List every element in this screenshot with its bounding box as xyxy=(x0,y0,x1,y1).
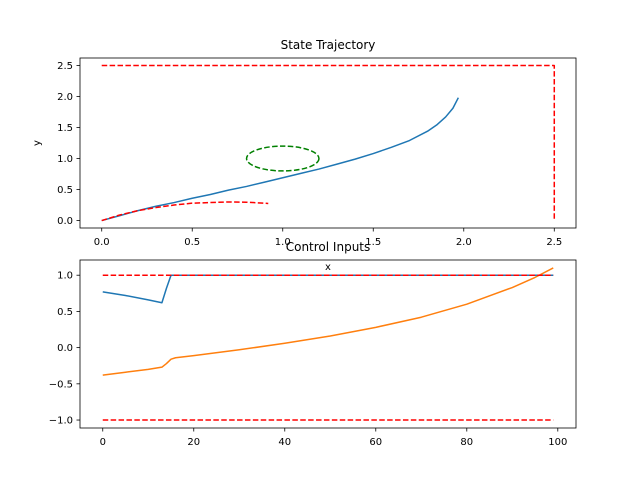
state-trajectory-axes: 0.0 0.5 1.0 1.5 2.0 2.5 0.0 0.5 1.0 1.5 2.0 2.5 Sta… xyxy=(32,38,577,273)
control-inputs-xtick-label: 40 xyxy=(278,437,291,448)
state-trajectory-ytick-label: 0.5 xyxy=(57,185,73,196)
state-trajectory-xlabel: x xyxy=(325,262,331,273)
control-inputs-ytick-label: −1.0 xyxy=(49,416,73,427)
state-trajectory-ticks: 0.0 0.5 1.0 1.5 2.0 2.5 0.0 0.5 1.0 1.5 2.0 2.5 xyxy=(57,61,562,248)
control-inputs-xtick-label: 20 xyxy=(187,437,200,448)
control-inputs-xtick-label: 80 xyxy=(460,437,473,448)
state-trajectory-ytick-label: 2.5 xyxy=(57,61,73,72)
control-inputs-plot-area xyxy=(102,267,554,421)
control-inputs-series-1-line xyxy=(102,267,554,376)
control-inputs-ytick-label: 1.0 xyxy=(57,271,73,282)
control-inputs-axes: 0 20 40 60 80 100 −1.0 −0.5 0.0 0.5 1.0 xyxy=(49,259,577,448)
state-trajectory-series-0-line xyxy=(101,97,460,222)
state-trajectory-xtick-label: 1.5 xyxy=(365,237,381,248)
state-trajectory-ytick-label: 1.5 xyxy=(57,123,73,134)
state-trajectory-ytick-label: 0.0 xyxy=(57,216,73,227)
state-trajectory-xtick-label: 2.5 xyxy=(546,237,562,248)
state-trajectory-obstacle-circle xyxy=(245,145,320,172)
state-trajectory-xtick-label: 0.5 xyxy=(184,237,200,248)
state-trajectory-ytick-label: 1.0 xyxy=(57,154,73,165)
control-inputs-ytick-label: 0.0 xyxy=(57,343,73,354)
state-trajectory-title: State Trajectory xyxy=(281,38,376,52)
state-trajectory-xtick-label: 0.0 xyxy=(94,237,110,248)
control-inputs-ytick-label: 0.5 xyxy=(57,307,73,318)
state-trajectory-series-2-line xyxy=(101,64,556,221)
control-inputs-title: Control Inputs xyxy=(286,240,371,254)
state-trajectory-frame xyxy=(79,57,577,229)
control-inputs-frame xyxy=(79,259,577,429)
state-trajectory-ylabel: y xyxy=(32,140,43,146)
control-inputs-xtick-label: 60 xyxy=(369,437,382,448)
control-inputs-ticks: 0 20 40 60 80 100 −1.0 −0.5 0.0 0.5 1.0 xyxy=(49,271,568,448)
state-trajectory-xtick-label: 2.0 xyxy=(456,237,472,248)
state-trajectory-ytick-label: 2.0 xyxy=(57,92,73,103)
state-trajectory-xtick-label: 1.0 xyxy=(275,237,291,248)
control-inputs-xtick-label: 100 xyxy=(548,437,567,448)
state-trajectory-plot-area xyxy=(101,64,556,222)
control-inputs-ytick-label: −0.5 xyxy=(49,379,73,390)
control-inputs-xtick-label: 0 xyxy=(100,437,106,448)
state-trajectory-series-1-line xyxy=(101,201,269,222)
